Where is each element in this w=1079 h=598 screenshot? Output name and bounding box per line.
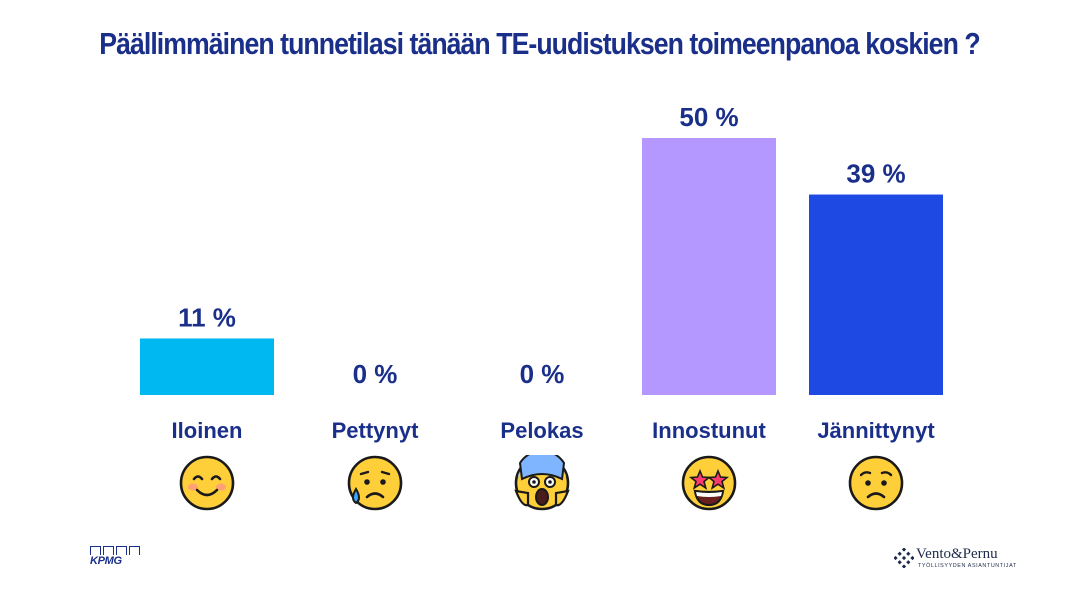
vento-pernu-logo: Vento&Pernu TYÖLLISYYDEN ASIANTUNTIJAT xyxy=(894,546,1024,572)
bar-innostunut xyxy=(642,138,776,395)
kpmg-logo: KPMG xyxy=(90,546,140,568)
smiling-face-icon xyxy=(179,455,235,511)
data-label-jännittynyt: 39 % xyxy=(846,159,905,189)
bar-iloinen xyxy=(140,338,274,395)
data-label-pelokas: 0 % xyxy=(520,359,565,389)
data-label-pettynyt: 0 % xyxy=(353,359,398,389)
data-label-innostunut: 50 % xyxy=(679,102,738,132)
category-label-pelokas: Pelokas xyxy=(500,418,583,443)
data-label-iloinen: 11 % xyxy=(178,302,236,332)
screaming-face-icon xyxy=(514,449,570,511)
star-struck-face-icon xyxy=(681,455,737,511)
bar-jännittynyt xyxy=(809,194,943,395)
category-label-pettynyt: Pettynyt xyxy=(332,418,419,443)
sad-sweat-face-icon xyxy=(347,455,403,511)
chart-title: Päällimmäinen tunnetilasi tänään TE-uudi… xyxy=(99,26,980,61)
category-label-innostunut: Innostunut xyxy=(652,418,766,443)
category-label-iloinen: Iloinen xyxy=(172,418,243,443)
category-label-jännittynyt: Jännittynyt xyxy=(817,418,935,443)
worried-face-icon xyxy=(848,455,904,511)
